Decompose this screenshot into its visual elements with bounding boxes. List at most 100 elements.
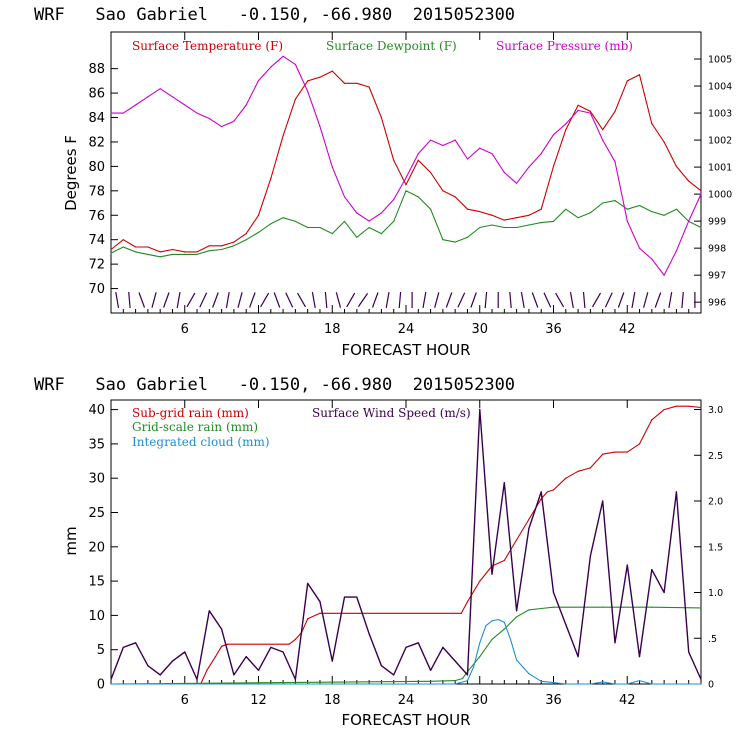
bottom-y-tick-label: 0 — [97, 678, 105, 693]
top-x-tick-label: 6 — [181, 322, 189, 337]
wind-barb — [273, 292, 281, 308]
grid-scale-rain-point — [602, 606, 604, 608]
surface-dewpoint-point — [540, 222, 542, 224]
surface-temperature-point — [417, 159, 419, 161]
wind-barb — [631, 291, 636, 309]
wind-barb — [285, 292, 294, 308]
bottom-y2-tick-label: 1.5 — [708, 542, 723, 553]
surface-pressure-point — [528, 166, 530, 168]
sub-grid-rain-point — [589, 467, 592, 469]
top-x-tick-label: 12 — [250, 322, 267, 337]
surface-dewpoint-point — [331, 233, 333, 235]
sub-grid-rain-point — [221, 645, 223, 647]
sub-grid-rain-point — [614, 451, 616, 453]
surface-dewpoint-point — [516, 226, 518, 229]
surface-temperature-point — [565, 129, 567, 131]
sub-grid-rain-point — [227, 643, 229, 645]
wind-barb — [357, 293, 369, 307]
surface-dewpoint-point — [368, 226, 370, 229]
top-y2-tick-label: 998 — [708, 244, 726, 255]
surface-dewpoint-point — [663, 214, 665, 216]
surface-wind-speed-point — [577, 656, 579, 658]
surface-dewpoint-point — [638, 204, 641, 207]
integrated-cloud-point — [589, 683, 592, 685]
surface-dewpoint-point — [393, 220, 395, 222]
surface-pressure-point — [602, 139, 604, 141]
surface-temperature-point — [503, 219, 505, 221]
surface-dewpoint-point — [135, 251, 137, 253]
wind-barb — [371, 292, 379, 308]
surface-pressure-point — [307, 90, 309, 92]
surface-pressure-point — [233, 120, 235, 122]
surface-pressure-point — [196, 112, 198, 114]
surface-pressure-point — [540, 153, 542, 155]
surface-pressure-point — [491, 153, 493, 155]
surface-wind-speed-point — [331, 660, 333, 662]
surface-temperature-point — [626, 80, 628, 82]
surface-wind-speed-point — [651, 569, 653, 571]
surface-dewpoint-point — [651, 211, 653, 213]
bottom-y-tick-label: 5 — [97, 643, 105, 658]
surface-wind-speed-point — [626, 564, 628, 566]
surface-pressure-point — [257, 80, 260, 82]
surface-temperature-point — [282, 135, 284, 137]
surface-pressure-point — [135, 104, 137, 106]
surface-pressure-point — [208, 117, 210, 120]
integrated-cloud-point — [516, 659, 518, 661]
wind-barb — [398, 291, 402, 309]
surface-dewpoint-point — [479, 226, 481, 229]
top-y-tick-label: 74 — [88, 233, 105, 248]
surface-pressure-point — [552, 134, 555, 136]
surface-wind-speed-point — [528, 527, 530, 530]
surface-wind-speed-point — [294, 678, 296, 681]
grid-scale-rain-point — [282, 682, 284, 684]
grid-scale-rain-point — [651, 606, 653, 608]
top-y2-tick-label: 997 — [708, 271, 726, 282]
surface-pressure-point — [282, 55, 284, 57]
surface-wind-speed-point — [442, 646, 444, 649]
surface-pressure-point — [663, 274, 665, 276]
surface-dewpoint-point — [466, 236, 469, 238]
surface-dewpoint-point — [270, 223, 272, 225]
surface-dewpoint-point — [700, 226, 702, 229]
surface-temperature-point — [147, 246, 149, 248]
sub-grid-rain-point — [479, 580, 481, 582]
surface-wind-speed-point — [110, 678, 112, 681]
wind-barbs — [115, 291, 696, 309]
surface-temperature-point — [651, 123, 653, 125]
surface-temperature-point — [196, 251, 198, 253]
integrated-cloud-point — [497, 618, 499, 621]
wind-barb — [237, 292, 243, 308]
surface-wind-speed-point — [343, 596, 346, 598]
integrated-cloud-point — [614, 683, 616, 685]
surface-wind-speed-point — [368, 633, 370, 635]
surface-temperature-point — [331, 70, 333, 72]
legend-surface-wind-speed: Surface Wind Speed (m/s) — [312, 406, 471, 420]
surface-pressure-point — [245, 104, 247, 106]
surface-pressure-point — [466, 158, 469, 160]
surface-temperature-point — [442, 190, 444, 192]
top-y2-tick-label: 1002 — [708, 136, 732, 147]
bottom-y-tick-label: 25 — [88, 506, 105, 521]
sub-grid-rain-point — [460, 612, 462, 614]
surface-pressure-point — [503, 171, 505, 174]
integrated-cloud-point — [110, 683, 112, 685]
surface-pressure-point — [614, 161, 616, 163]
surface-wind-speed-point — [589, 555, 592, 557]
surface-pressure-point — [454, 139, 456, 141]
temperature-panel: WRF Sao Gabriel -0.150, -66.980 20150523… — [34, 5, 732, 359]
surface-temperature-point — [294, 98, 296, 100]
surface-pressure-point — [171, 96, 174, 98]
wind-barb — [484, 291, 488, 309]
sub-grid-rain-point — [626, 451, 628, 453]
grid-scale-rain-point — [700, 607, 702, 609]
surface-dewpoint-point — [122, 246, 124, 248]
top-panel-title: WRF Sao Gabriel -0.150, -66.980 20150523… — [34, 5, 515, 25]
grid-scale-rain-point — [479, 656, 481, 658]
surface-wind-speed-point — [405, 646, 407, 649]
surface-wind-speed-point — [430, 669, 432, 671]
integrated-cloud-line — [111, 618, 701, 685]
bottom-x-tick-label: 42 — [619, 693, 636, 708]
wind-barb — [346, 292, 356, 308]
surface-wind-speed-point — [614, 642, 616, 644]
